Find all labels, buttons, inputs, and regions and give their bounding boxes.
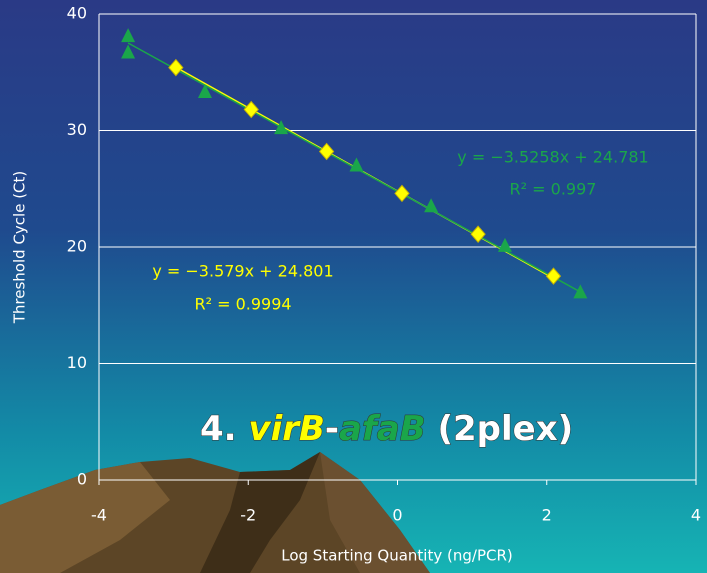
title-part: - — [325, 409, 339, 449]
y-tick-label: 10 — [67, 353, 87, 372]
chart: 0 10 20 30 40 -4 -2 0 2 4 y = −3.579x + 24.801 R² =… — [0, 0, 707, 573]
x-tick-label: 4 — [691, 506, 701, 525]
x-tick-label: -2 — [240, 506, 256, 525]
title-part: 4. — [200, 409, 237, 449]
trend-equation: y = −3.5258x + 24.781 — [457, 148, 648, 167]
chart-title: 4. virB-afaB (2plex) — [200, 409, 573, 449]
trend-r2: R² = 0.997 — [510, 180, 597, 199]
x-tick-label: 0 — [392, 506, 402, 525]
x-tick-label: 2 — [542, 506, 552, 525]
title-part: (2plex) — [437, 409, 573, 449]
trend-r2: R² = 0.9994 — [194, 295, 291, 314]
y-tick-label: 30 — [67, 120, 87, 139]
y-tick-label: 0 — [77, 470, 87, 489]
y-tick-label: 20 — [67, 237, 87, 256]
y-tick-label: 40 — [67, 4, 87, 23]
x-tick-label: -4 — [91, 506, 107, 525]
trend-equation: y = −3.579x + 24.801 — [152, 262, 333, 281]
x-axis-label: Log Starting Quantity (ng/PCR) — [281, 547, 512, 565]
title-part: virB — [248, 409, 325, 449]
y-axis-label: Threshold Cycle (Ct) — [11, 171, 29, 325]
title-part: afaB — [339, 409, 426, 449]
